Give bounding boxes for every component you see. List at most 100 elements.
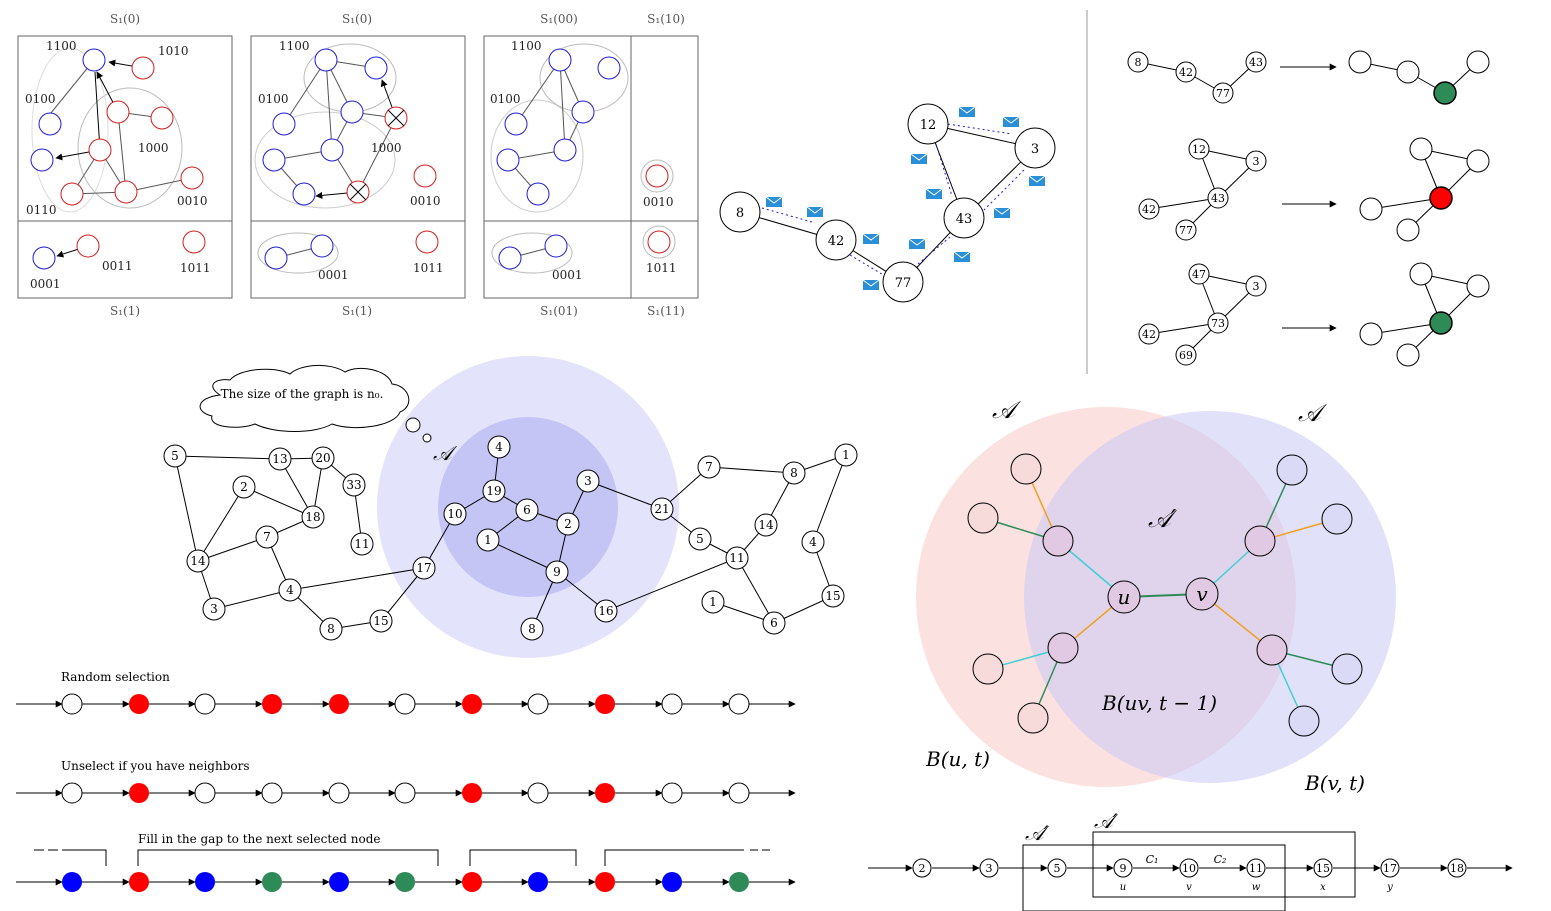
path-node xyxy=(329,694,349,714)
label-0010-b: 0010 xyxy=(410,194,441,208)
svg-text:9: 9 xyxy=(553,565,561,579)
path-node xyxy=(62,872,82,892)
lv-node-17: 17 xyxy=(412,556,436,580)
bottom-node xyxy=(1447,858,1467,878)
label-0001-b: 0001 xyxy=(318,268,349,282)
msg-node-77: 77 xyxy=(882,261,924,303)
svg-text:14: 14 xyxy=(190,554,206,568)
lv-node-9: 9 xyxy=(545,560,569,584)
svg-text:18: 18 xyxy=(305,510,320,524)
path-row-3 xyxy=(16,872,796,892)
lv-node-15: 15 xyxy=(369,609,393,633)
path-node xyxy=(728,782,750,804)
path-node xyxy=(194,782,216,804)
lv-node-8c: 8 xyxy=(782,461,806,485)
path-rows xyxy=(16,693,796,892)
lv-node-1b: 1 xyxy=(834,443,858,467)
svg-text:16: 16 xyxy=(598,604,613,618)
lv-node-11b: 11 xyxy=(725,546,749,570)
svg-text:8: 8 xyxy=(736,206,744,221)
panel-local-view: The size of the graph is n₀. 𝒜 xyxy=(163,356,858,658)
lv-node-8: 8 xyxy=(319,617,343,641)
svg-text:3: 3 xyxy=(584,474,592,488)
svg-text:4: 4 xyxy=(286,583,294,597)
rule1-node-77: 77 xyxy=(1212,82,1234,104)
panel-partitions: S₁(0) S₁(0) S₁(00) S₁(10) S₁(1) S₁(1) S₁… xyxy=(17,12,699,318)
lv-node-6b: 6 xyxy=(762,611,786,635)
bottom-sub-label: w xyxy=(1252,882,1261,893)
svg-text:20: 20 xyxy=(315,451,330,465)
bottom-node-label: 17 xyxy=(1383,862,1397,875)
svg-text:3: 3 xyxy=(1253,155,1260,168)
rule2-result-node xyxy=(1429,186,1453,210)
lv-node-8b: 8 xyxy=(520,617,544,641)
svg-text:69: 69 xyxy=(1179,349,1193,362)
lv-node-3b: 3 xyxy=(576,469,600,493)
bottom-sub-label: x xyxy=(1320,882,1326,893)
lv-node-10: 10 xyxy=(443,502,467,526)
label-1011: 1011 xyxy=(180,261,211,275)
label-1100-c: 1100 xyxy=(511,39,542,53)
svg-text:11: 11 xyxy=(729,551,744,565)
row-title-fill: Fill in the gap to the next selected nod… xyxy=(138,832,380,846)
msg-node-42: 42 xyxy=(815,219,857,261)
path-node xyxy=(262,694,282,714)
bottom-node-label: 15 xyxy=(1316,862,1330,875)
svg-text:7: 7 xyxy=(705,460,713,474)
bottom-sub-label: u xyxy=(1120,882,1126,893)
label-a-prime-2: 𝒜′ xyxy=(1094,809,1119,833)
bottom-node-label: 9 xyxy=(1120,862,1127,875)
path-node xyxy=(595,694,615,714)
path-node xyxy=(661,693,683,715)
bottom-label-2: S₁(1) xyxy=(342,304,372,318)
partition-box-a: 1100 1010 0100 1000 0110 0010 0011 1011 … xyxy=(17,35,233,299)
bottom-node-label: 18 xyxy=(1450,862,1464,875)
lv-node-33: 33 xyxy=(342,473,366,497)
panel-bottom-path: 𝒜′ 𝒜′ 2 3 5 9 10 11 15 17 18 u v w x y C₁ C₂ xyxy=(868,809,1513,911)
label-buv: B(uv, t − 1) xyxy=(1101,691,1217,715)
path-row-2 xyxy=(16,782,796,804)
path-node xyxy=(262,872,282,892)
path-node xyxy=(394,693,416,715)
row-title-unselect: Unselect if you have neighbors xyxy=(61,759,250,773)
lv-node-5b: 5 xyxy=(688,527,712,551)
label-1011-c: 1011 xyxy=(646,261,677,275)
lv-node-15b: 15 xyxy=(821,584,845,608)
svg-text:43: 43 xyxy=(956,212,973,227)
path-node xyxy=(729,872,749,892)
label-0010-c: 0010 xyxy=(643,195,674,209)
path-node xyxy=(129,783,149,803)
label-0001-c: 0001 xyxy=(552,268,583,282)
rule1-node-8: 8 xyxy=(1127,51,1149,73)
label-a-left: 𝒜 xyxy=(992,396,1022,424)
svg-text:47: 47 xyxy=(1192,268,1206,281)
lv-node-14b: 14 xyxy=(754,513,778,537)
lv-node-19: 19 xyxy=(482,479,506,503)
lv-node-20: 20 xyxy=(311,446,335,470)
lv-node-4c: 4 xyxy=(801,530,825,554)
bottom-label-3: S₁(01) xyxy=(540,304,578,318)
svg-text:15: 15 xyxy=(373,614,388,628)
msg-node-3: 3 xyxy=(1014,127,1056,169)
partition-box-c: 1100 0100 0010 0001 1011 xyxy=(483,35,699,299)
node-v: v xyxy=(1196,582,1208,606)
label-c1: C₁ xyxy=(1146,853,1159,866)
bracket-3 xyxy=(469,849,577,866)
label-1100-b: 1100 xyxy=(279,39,310,53)
bracket-4 xyxy=(604,849,770,866)
svg-text:33: 33 xyxy=(346,478,361,492)
svg-text:5: 5 xyxy=(171,449,179,463)
svg-text:1: 1 xyxy=(709,595,717,609)
label-0011: 0011 xyxy=(102,259,133,273)
svg-text:3: 3 xyxy=(1031,142,1039,157)
lv-node-5: 5 xyxy=(163,444,187,468)
path-node xyxy=(395,872,415,892)
svg-text:5: 5 xyxy=(696,532,704,546)
lv-node-14: 14 xyxy=(186,549,210,573)
label-0100-c: 0100 xyxy=(490,92,521,106)
lv-node-11: 11 xyxy=(350,532,374,556)
msg-node-43: 43 xyxy=(943,197,985,239)
svg-text:7: 7 xyxy=(263,530,271,544)
rule1-node-43: 43 xyxy=(1245,51,1267,73)
label-1010: 1010 xyxy=(158,44,189,58)
